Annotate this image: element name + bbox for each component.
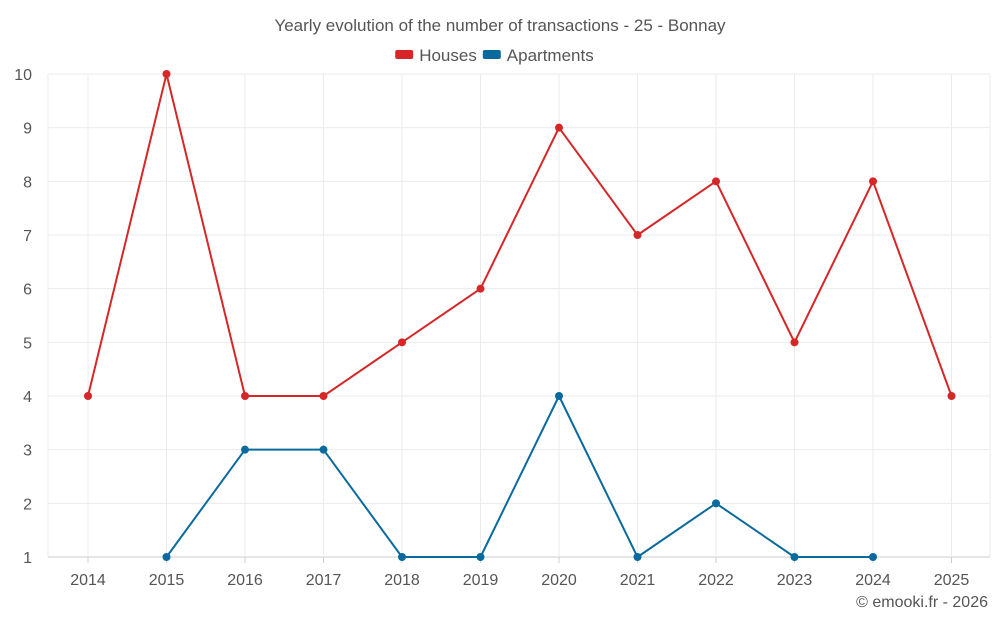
data-point-apartments bbox=[712, 499, 720, 508]
y-tick-label: 9 bbox=[23, 121, 32, 138]
x-tick-label: 2020 bbox=[541, 572, 577, 589]
y-tick-label: 2 bbox=[23, 496, 32, 513]
legend-swatch-apartments bbox=[482, 50, 501, 59]
legend-label-apartments: Apartments bbox=[507, 46, 594, 65]
x-tick-label: 2018 bbox=[384, 572, 420, 589]
data-point-houses bbox=[633, 231, 642, 239]
y-tick-label: 4 bbox=[23, 389, 32, 406]
y-tick-label: 5 bbox=[23, 335, 32, 352]
series-line-apartments bbox=[165, 395, 873, 558]
y-tick-label: 6 bbox=[23, 282, 32, 299]
x-axis: 2014 2015 2016 2017 2018 2019 2020 2021 2022 2023… bbox=[70, 557, 969, 589]
data-point-houses bbox=[162, 70, 171, 78]
y-tick-label: 10 bbox=[14, 67, 32, 84]
y-tick-label: 3 bbox=[23, 443, 32, 460]
data-point-houses bbox=[790, 338, 799, 347]
data-point-apartments bbox=[790, 553, 799, 561]
x-tick-label: 2019 bbox=[463, 572, 499, 589]
x-tick-label: 2022 bbox=[698, 572, 734, 589]
data-point-apartments bbox=[476, 553, 485, 561]
data-point-houses bbox=[947, 392, 956, 400]
x-tick-label: 2017 bbox=[306, 572, 342, 589]
grid bbox=[47, 73, 991, 558]
x-tick-label: 2014 bbox=[70, 572, 106, 589]
data-point-houses bbox=[398, 338, 406, 347]
data-point-apartments bbox=[633, 553, 642, 561]
data-point-houses bbox=[84, 392, 92, 400]
data-point-houses bbox=[712, 177, 720, 186]
series-group bbox=[84, 70, 956, 561]
legend-swatch-houses bbox=[395, 50, 414, 59]
data-point-houses bbox=[319, 392, 328, 400]
x-tick-label: 2021 bbox=[620, 572, 656, 589]
data-point-apartments bbox=[398, 553, 406, 561]
y-tick-label: 7 bbox=[23, 228, 32, 245]
chart-title: Yearly evolution of the number of transa… bbox=[274, 16, 726, 35]
x-tick-label: 2015 bbox=[149, 572, 185, 589]
x-tick-label: 2024 bbox=[855, 572, 891, 589]
legend: Houses Apartments bbox=[395, 46, 594, 65]
data-point-apartments bbox=[319, 445, 328, 454]
credit-text: © emooki.fr - 2026 bbox=[856, 594, 988, 611]
data-point-houses bbox=[869, 177, 877, 186]
y-tick-label: 1 bbox=[23, 550, 32, 567]
data-point-apartments bbox=[241, 445, 249, 454]
series-line-houses bbox=[87, 73, 953, 397]
data-point-apartments bbox=[555, 392, 563, 400]
legend-label-houses: Houses bbox=[419, 46, 477, 65]
x-tick-label: 2025 bbox=[934, 572, 970, 589]
data-point-apartments bbox=[869, 553, 877, 561]
y-axis: 1 2 3 4 5 6 7 8 9 10 bbox=[14, 67, 32, 567]
data-point-apartments bbox=[162, 553, 171, 561]
data-point-houses bbox=[476, 284, 485, 293]
data-point-houses bbox=[241, 392, 249, 400]
data-point-houses bbox=[555, 123, 563, 132]
x-tick-label: 2016 bbox=[227, 572, 263, 589]
y-tick-label: 8 bbox=[23, 174, 32, 191]
x-tick-label: 2023 bbox=[777, 572, 813, 589]
